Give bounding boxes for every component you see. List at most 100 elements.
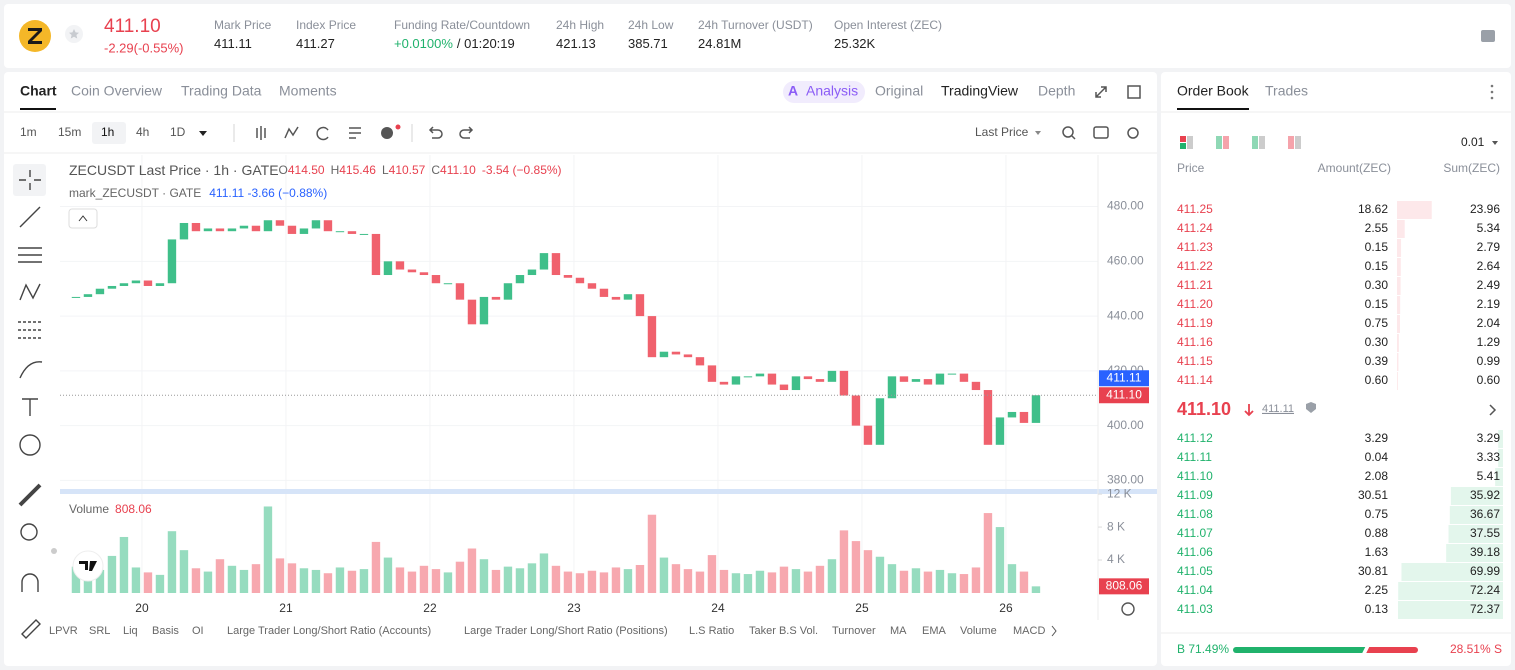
interval[interactable]: 15m: [58, 125, 81, 139]
book-price[interactable]: 411.16: [1177, 335, 1213, 349]
stat-label: Index Price: [296, 18, 356, 32]
gear-icon[interactable]: [1127, 127, 1139, 139]
indicator[interactable]: SRL: [89, 625, 110, 637]
axis-settings[interactable]: [1121, 602, 1135, 616]
interval[interactable]: 1D: [170, 125, 186, 139]
indicator[interactable]: MACD: [1013, 625, 1045, 637]
camera-icon[interactable]: [1093, 126, 1109, 139]
book-price[interactable]: 411.08: [1177, 507, 1213, 521]
icon[interactable]: [1252, 136, 1258, 149]
emoji-tool[interactable]: [19, 434, 41, 456]
undo-icon[interactable]: [428, 126, 443, 139]
book-price[interactable]: 411.12: [1177, 431, 1213, 445]
brush-tool[interactable]: [19, 361, 43, 379]
text-tool[interactable]: [22, 398, 38, 416]
more-icon[interactable]: [1490, 84, 1494, 100]
indicator-icon[interactable]: [284, 126, 299, 139]
indicator[interactable]: Taker B.S Vol.: [749, 625, 818, 637]
crosshair-tool[interactable]: [19, 170, 41, 190]
book-price[interactable]: 411.04: [1177, 583, 1213, 597]
candle: [647, 316, 657, 358]
channel-tool[interactable]: [18, 247, 42, 263]
collapse-button[interactable]: [68, 208, 98, 229]
ob-tab-active[interactable]: Order Book: [1177, 83, 1250, 99]
icon[interactable]: [1180, 136, 1186, 142]
price-type[interactable]: Last Price: [975, 125, 1029, 139]
indicator[interactable]: MA: [890, 625, 907, 637]
book-price[interactable]: 411.07: [1177, 526, 1213, 540]
book-price[interactable]: 411.11: [1177, 450, 1212, 464]
book-price[interactable]: 411.09: [1177, 488, 1213, 502]
dropdown-arrow[interactable]: [199, 131, 207, 136]
pane-divider[interactable]: [60, 489, 1157, 494]
dropdown-arrow[interactable]: [1492, 141, 1498, 145]
book-price[interactable]: 411.10: [1177, 469, 1213, 483]
chevron[interactable]: [1489, 404, 1497, 416]
tab[interactable]: Coin Overview: [71, 83, 163, 99]
book-price[interactable]: 411.05: [1177, 564, 1213, 578]
replay-icon[interactable]: [316, 126, 329, 141]
tab-active[interactable]: Chart: [20, 83, 57, 99]
indicator[interactable]: Volume: [960, 625, 997, 637]
interval[interactable]: 4h: [136, 125, 149, 139]
book-price[interactable]: 411.06: [1177, 545, 1213, 559]
lock-tool[interactable]: [21, 619, 41, 639]
tick-size[interactable]: 0.01: [1461, 135, 1485, 149]
expand-icon[interactable]: [1095, 86, 1107, 98]
tab[interactable]: Moments: [279, 83, 337, 99]
view-tab[interactable]: Original: [875, 83, 923, 99]
template-icon[interactable]: [349, 127, 361, 139]
candle-icon[interactable]: [256, 126, 266, 140]
line-tool[interactable]: [19, 206, 41, 228]
add-icon[interactable]: [381, 127, 393, 139]
indicator[interactable]: EMA: [922, 625, 947, 637]
search-icon[interactable]: [1062, 126, 1074, 138]
indicator[interactable]: Large Trader Long/Short Ratio (Accounts): [227, 625, 431, 637]
book-price[interactable]: 411.19: [1177, 316, 1213, 330]
book-price[interactable]: 411.20: [1177, 297, 1213, 311]
interval[interactable]: 1h: [101, 125, 114, 139]
interval[interactable]: 1m: [20, 125, 37, 139]
settings-icon[interactable]: [1481, 30, 1495, 42]
indicator[interactable]: Basis: [152, 625, 179, 637]
book-price[interactable]: 411.21: [1177, 278, 1213, 292]
view-tab[interactable]: Analysis: [806, 83, 858, 99]
volume-bar: [659, 557, 669, 593]
icon[interactable]: [1216, 136, 1222, 149]
pattern-tool[interactable]: [19, 283, 41, 301]
candle: [983, 390, 993, 445]
indicator[interactable]: LPVR: [49, 625, 78, 637]
redo-icon[interactable]: [459, 126, 474, 139]
view-tab[interactable]: Depth: [1038, 83, 1075, 99]
scroll-right[interactable]: [1051, 625, 1057, 637]
indicator[interactable]: OI: [192, 625, 204, 637]
volume-bar: [395, 567, 405, 593]
icon: [1295, 136, 1301, 149]
book-price[interactable]: 411.14: [1177, 373, 1213, 387]
tab[interactable]: Trading Data: [181, 83, 262, 99]
book-price[interactable]: 411.23: [1177, 240, 1213, 254]
volume-bar: [359, 569, 369, 593]
window-icon[interactable]: [1127, 85, 1141, 99]
dropdown-arrow[interactable]: [1035, 131, 1041, 135]
ob-tab[interactable]: Trades: [1265, 83, 1308, 99]
ruler-tool[interactable]: [18, 483, 42, 507]
indicator[interactable]: Liq: [123, 625, 138, 637]
indicator[interactable]: Turnover: [832, 625, 876, 637]
icon[interactable]: [1288, 136, 1294, 149]
book-price[interactable]: 411.24: [1177, 221, 1213, 235]
book-price[interactable]: 411.15: [1177, 354, 1213, 368]
magnet-tool[interactable]: [21, 573, 39, 592]
book-price[interactable]: 411.03: [1177, 602, 1213, 616]
fib-tool[interactable]: [18, 321, 42, 339]
indicator[interactable]: Large Trader Long/Short Ratio (Positions…: [464, 625, 668, 637]
view-tab-active[interactable]: TradingView: [941, 83, 1019, 99]
zoom-tool[interactable]: [20, 523, 38, 541]
analysis-pill[interactable]: [783, 81, 865, 103]
book-price[interactable]: 411.22: [1177, 259, 1213, 273]
scroll-icon[interactable]: [51, 548, 57, 554]
candle: [575, 277, 585, 284]
indicator[interactable]: L.S Ratio: [689, 625, 734, 637]
book-price[interactable]: 411.25: [1177, 202, 1213, 216]
y-tick-label: 440.00: [1107, 308, 1144, 322]
